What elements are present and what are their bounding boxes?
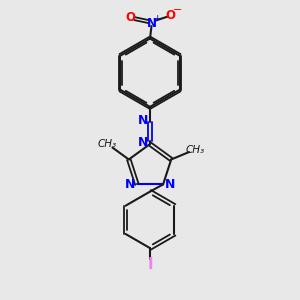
Text: N: N [164,178,175,191]
Text: N: N [137,114,148,127]
Text: N: N [146,16,157,30]
Text: I: I [147,256,153,272]
Text: CH₃: CH₃ [186,145,205,155]
Text: O: O [126,11,136,24]
Text: N: N [137,136,148,149]
Text: N: N [125,178,136,191]
Text: CH₃: CH₃ [98,139,117,149]
Text: +: + [153,14,160,23]
Text: −: − [173,5,182,15]
Text: O: O [166,9,176,22]
